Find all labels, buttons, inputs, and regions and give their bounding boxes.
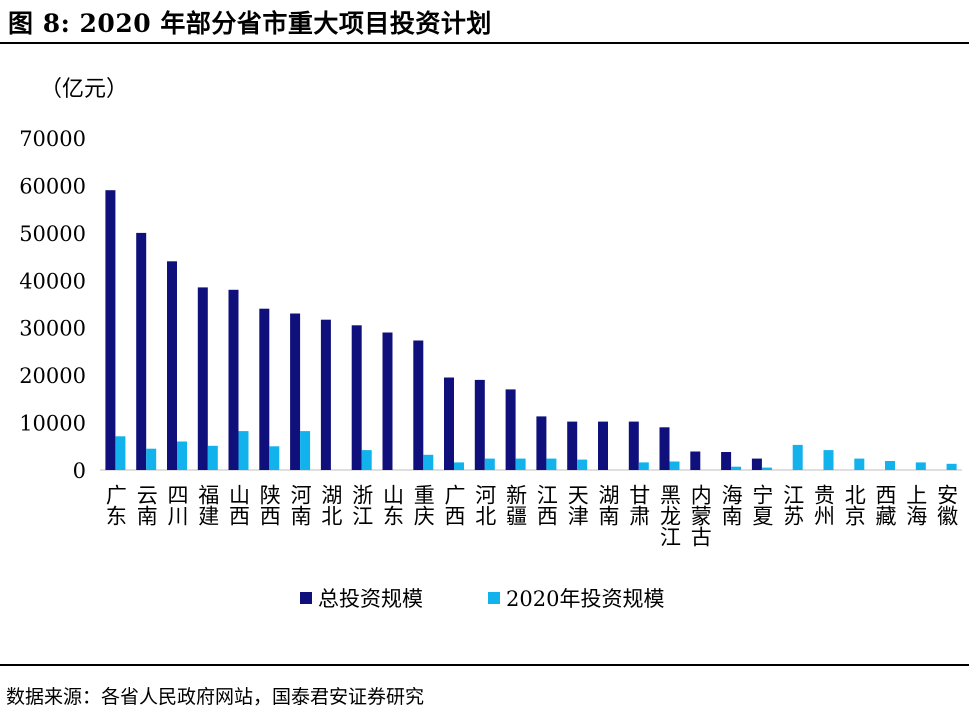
y-tick-label: 30000 (19, 317, 86, 341)
bar-2020 (361, 450, 372, 470)
x-tick-label: 北京 (842, 484, 866, 526)
bar-2020 (546, 458, 557, 470)
x-tick-label: 山西 (227, 484, 251, 526)
bar-total (290, 313, 301, 470)
bar-2020 (146, 448, 157, 470)
x-tick-label: 山东 (381, 484, 405, 526)
legend-swatch (300, 592, 312, 604)
y-tick-label: 40000 (19, 269, 86, 293)
bar-2020 (454, 462, 464, 470)
bar-total (413, 340, 424, 470)
bar-2020 (915, 462, 926, 470)
source-note: 数据来源：各省人民政府网站，国泰君安证券研究 (6, 686, 425, 708)
x-tick-label: 河北 (473, 484, 497, 526)
bar-2020 (238, 431, 249, 470)
bar-2020 (577, 459, 588, 470)
bar-2020 (207, 445, 218, 470)
bar-total (721, 452, 732, 470)
bar-2020 (885, 461, 895, 470)
x-tick-label: 广西 (442, 484, 466, 526)
x-tick-label: 新疆 (504, 484, 528, 526)
y-tick-label: 20000 (19, 364, 86, 388)
bar-total (351, 325, 362, 470)
bar-total (505, 389, 516, 470)
bar-total (382, 332, 393, 470)
x-tick-label: 湖南 (596, 484, 620, 526)
bar-chart: （亿元） 0 10000 20000 30000 40000 50000 60000 70000… (19, 77, 962, 611)
bar-total (259, 308, 270, 470)
x-tick-label: 浙江 (350, 484, 374, 526)
bar-2020 (792, 444, 803, 470)
x-tick-label: 江西 (534, 484, 558, 526)
bar-2020 (823, 450, 834, 470)
title-bar: 图 8: 2020 年部分省市重大项目投资计划 (0, 0, 969, 44)
bar-2020 (484, 458, 495, 470)
bar-total (690, 451, 701, 470)
bar-2020 (269, 446, 280, 470)
x-tick-label: 内蒙古 (688, 484, 712, 547)
x-tick-label: 湖北 (319, 484, 343, 526)
bar-total (167, 261, 177, 470)
legend-label: 2020年投资规模 (506, 587, 664, 611)
bar-total (598, 421, 608, 470)
y-unit-label: （亿元） (40, 77, 128, 102)
x-tick-label: 陕西 (257, 484, 281, 526)
y-tick-label: 10000 (19, 412, 86, 436)
x-tick-label: 安徽 (935, 484, 959, 526)
bar-total (628, 421, 639, 470)
bar-2020 (638, 462, 649, 470)
legend-swatch (488, 592, 500, 604)
x-tick-label: 福建 (196, 484, 220, 526)
y-tick-label: 0 (73, 459, 86, 483)
bar-total (197, 287, 208, 470)
bar-total (320, 319, 331, 470)
legend-label: 总投资规模 (318, 587, 423, 611)
bar-total (567, 421, 578, 470)
bar-2020 (177, 441, 187, 470)
x-tick-label: 广东 (103, 484, 127, 526)
x-tick-label: 天津 (565, 484, 589, 526)
x-tick-label: 四川 (165, 484, 189, 526)
x-tick-label: 西藏 (873, 484, 897, 526)
bar-total (228, 289, 239, 470)
bar-2020 (669, 461, 680, 470)
x-tick-label: 甘肃 (627, 484, 651, 526)
x-tick-label: 江苏 (781, 484, 805, 526)
bar-2020 (515, 458, 526, 470)
bar-total (444, 377, 454, 470)
bar-2020 (854, 458, 865, 470)
bar-total (474, 379, 485, 470)
bar-2020 (300, 431, 311, 470)
bar-total (136, 232, 147, 470)
x-tick-label: 河南 (288, 484, 312, 526)
bar-total (105, 190, 116, 470)
x-tick-label: 海南 (719, 484, 743, 526)
bar-total (659, 427, 670, 470)
bar-2020 (115, 436, 126, 470)
figure-title: 图 8: 2020 年部分省市重大项目投资计划 (8, 9, 492, 38)
bar-total (751, 458, 762, 470)
source-bar: 数据来源：各省人民政府网站，国泰君安证券研究 (0, 664, 969, 715)
x-tick-label: 贵州 (812, 484, 836, 526)
bar-2020 (731, 466, 742, 470)
x-tick-label: 宁夏 (750, 484, 774, 526)
x-tick-label: 重庆 (411, 484, 435, 526)
bar-2020 (761, 467, 772, 470)
x-tick-label: 黑龙江 (658, 484, 682, 547)
x-tick-label: 上海 (904, 484, 928, 526)
bar-total (536, 416, 547, 470)
x-tick-label: 云南 (134, 484, 158, 526)
y-tick-label: 70000 (19, 127, 86, 151)
y-tick-label: 60000 (19, 174, 86, 198)
y-tick-label: 50000 (19, 222, 86, 246)
bar-2020 (423, 454, 434, 470)
bar-2020 (946, 463, 957, 470)
